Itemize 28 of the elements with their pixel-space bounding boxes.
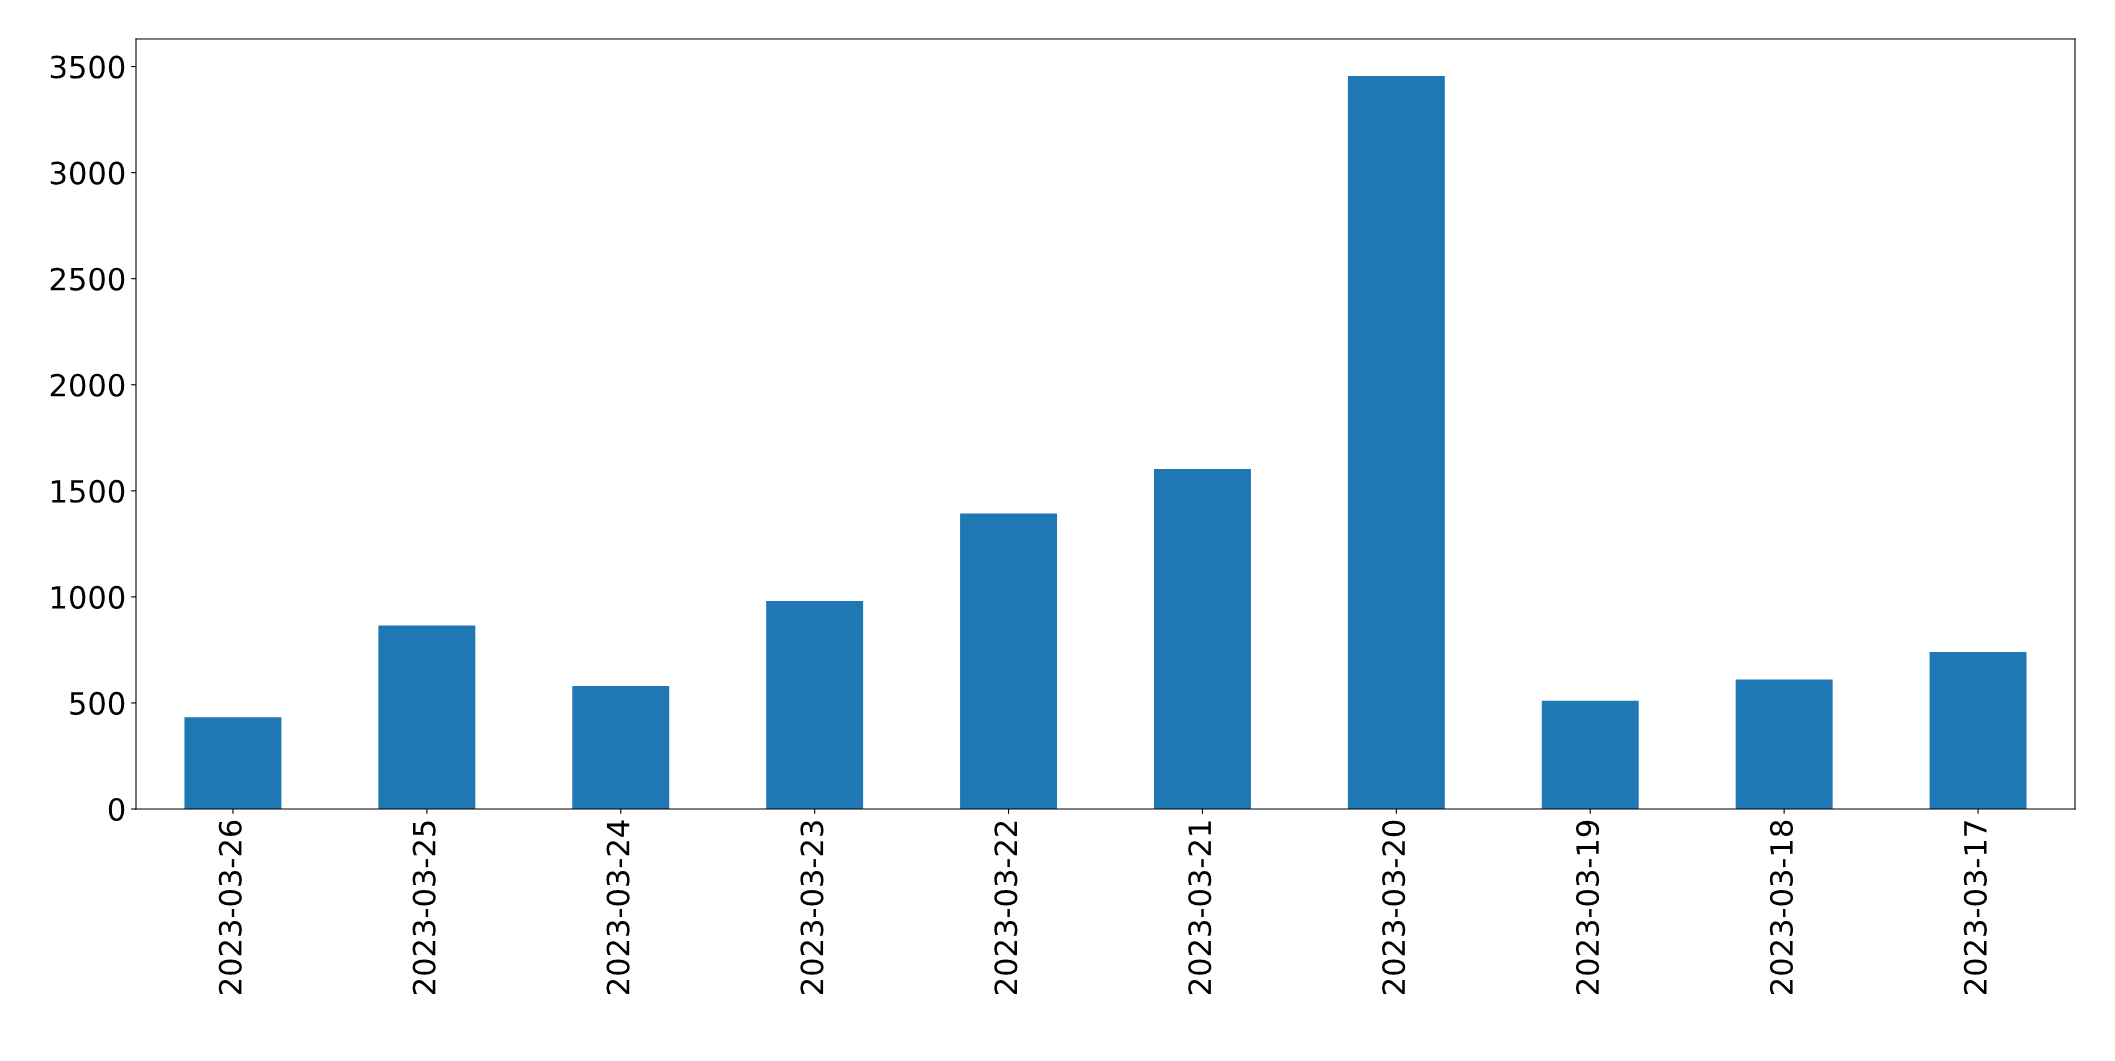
bar	[184, 717, 282, 809]
bar	[960, 513, 1058, 809]
y-tick-label: 2000	[50, 373, 125, 397]
x-tick-label: 2023-03-17	[1963, 821, 1987, 995]
y-tick-label: 3500	[50, 55, 125, 79]
y-tick-label: 3000	[50, 161, 125, 185]
y-tick-label: 0	[108, 797, 125, 822]
y-tick-label: 500	[70, 691, 125, 715]
x-tick-label: 2023-03-24	[606, 820, 630, 995]
x-tick-label: 2023-03-22	[994, 821, 1018, 995]
bar	[1541, 700, 1639, 809]
y-tick-label: 1500	[51, 479, 125, 503]
x-tick-label: 2023-03-19	[1576, 820, 1600, 995]
x-tick-label: 2023-03-21	[1188, 821, 1212, 995]
bar	[1347, 76, 1445, 809]
x-tick-label: 2023-03-23	[800, 821, 824, 995]
bar	[1153, 468, 1251, 809]
bar	[1929, 652, 2027, 809]
x-tick-label: 2023-03-20	[1382, 820, 1406, 995]
bar	[572, 685, 670, 809]
bar	[378, 625, 476, 809]
bar	[1735, 679, 1833, 809]
y-tick-label: 1000	[51, 585, 125, 609]
x-tick-label: 2023-03-18	[1769, 820, 1794, 995]
bar	[766, 601, 864, 809]
x-tick-label: 2023-03-25	[412, 821, 436, 995]
y-tick-label: 2500	[50, 267, 125, 291]
x-tick-label: 2023-03-26	[218, 820, 242, 995]
